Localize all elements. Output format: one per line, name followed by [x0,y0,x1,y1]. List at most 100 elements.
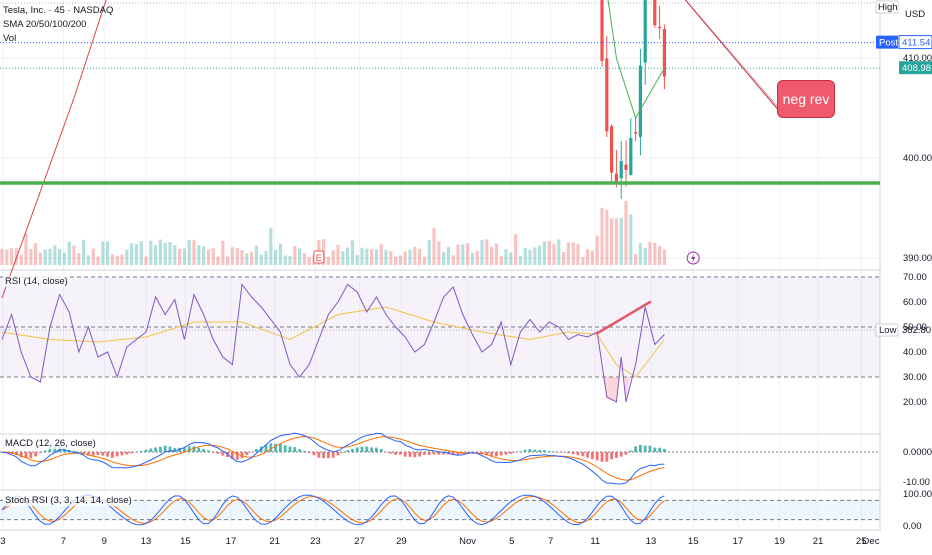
macd-histogram-bar [423,452,426,455]
volume-bar [658,245,662,265]
volume-bar [499,256,503,265]
macd-histogram-bar [619,452,623,457]
macd-histogram-bar [274,443,277,452]
rsi-pane-label[interactable]: RSI (14, close) [3,276,70,287]
macd-histogram-bar [355,447,359,452]
volume-bar [298,248,302,265]
volume-bar [475,250,479,265]
volume-bar [586,249,590,265]
price-tick-label: 390.00 [903,253,932,264]
volume-bar [504,249,508,265]
volume-bar [619,217,623,265]
macd-histogram-bar [600,452,604,462]
last-price-value: 408.98 [902,63,931,74]
macd-histogram-bar [456,452,460,455]
low-tag-value: 382.80 [902,325,931,336]
rsi-tick-label: 30.00 [903,372,927,383]
macd-histogram-bar [144,449,148,452]
macd-histogram-bar [91,452,95,456]
time-tick-label: 5 [509,536,514,547]
macd-histogram-bar [571,452,575,455]
time-tick-label: 23 [310,536,321,547]
macd-histogram-bar [509,452,513,454]
volume-bar [552,244,556,265]
macd-histogram-bar [648,445,652,452]
macd-histogram-bar [120,452,124,456]
volume-bar [43,249,47,265]
macd-histogram-bar [303,450,306,452]
candle-body [653,0,657,26]
candle-body [638,65,642,137]
macd-histogram-bar [653,447,657,452]
volume-bar [278,243,282,265]
macd-histogram-bar [283,445,287,452]
low-tag [875,323,899,337]
time-tick-label: 13 [141,536,152,547]
volume-bar [139,241,143,265]
volume-bar [197,245,201,265]
volume-bar [442,251,446,265]
macd-histogram-bar [77,451,81,453]
volume-bar [240,250,244,265]
symbol-title[interactable]: Tesla, Inc. · 45 · NASDAQ [3,5,114,16]
macd-histogram-bar [87,452,90,456]
stoch-rsi-pane-label[interactable]: Stoch RSI (3, 3, 14, 14, close) [3,495,134,506]
macd-histogram-bar [293,447,297,452]
macd-histogram-bar [346,450,349,452]
volume-bar [466,243,470,265]
time-tick-label: Dec [863,536,880,547]
time-tick-label: 11 [590,536,600,547]
macd-histogram-bar [379,448,383,452]
post-price-tag [898,35,932,50]
volume-bar [293,245,297,265]
macd-histogram-bar [605,452,609,462]
volume-bar [274,250,278,265]
volume-bar [518,255,522,265]
macd-histogram-bar [327,452,330,459]
grid-lines [0,0,932,531]
sma-indicator-label[interactable]: SMA 20/50/100/200 [3,19,87,30]
macd-histogram-bar [24,452,28,458]
macd-histogram-bar [149,448,153,452]
time-axis-background [0,531,932,550]
time-tick-label: Nov [459,536,476,547]
volume-bar [413,246,417,265]
currency-label: USD [905,9,925,20]
macd-histogram-bar [394,452,397,455]
volume-bar [106,241,110,265]
macd-histogram-bar [269,443,273,452]
macd-histogram-bar [250,452,253,453]
volume-indicator-label[interactable]: Vol [3,33,17,44]
macd-histogram-bar [519,451,522,452]
macd-histogram-bar [130,452,133,454]
macd-line [1,432,665,485]
volume-bar [595,235,599,265]
time-tick-label: 3 [0,536,5,547]
macd-histogram-bar [173,447,177,452]
volume-bar [470,252,474,265]
volume-bar [350,240,354,265]
macd-histogram-bar [187,446,191,452]
volume-bar [576,243,580,265]
macd-histogram-bar [178,447,181,452]
macd-pane-label[interactable]: MACD (12, 26, close) [3,438,98,449]
time-tick-label: 21 [269,536,280,547]
volume-bar [461,244,465,265]
post-tag [876,35,898,49]
volume-bar [120,254,124,265]
macd-histogram-bar [403,452,407,457]
macd-histogram-bar [533,449,537,452]
volume-bar [605,209,609,265]
volume-bar [624,201,628,265]
volume-bar [211,248,215,265]
time-tick-label: 15 [180,536,191,547]
macd-histogram-bar [437,452,441,455]
volume-bar [178,249,182,265]
volume-bar [259,254,263,265]
volume-bar [96,256,100,265]
macd-histogram-bar [408,452,412,457]
volume-bar [562,251,566,265]
volume-bar [634,254,638,265]
time-tick-label: 19 [774,536,785,547]
macd-histogram-bar [322,452,325,459]
